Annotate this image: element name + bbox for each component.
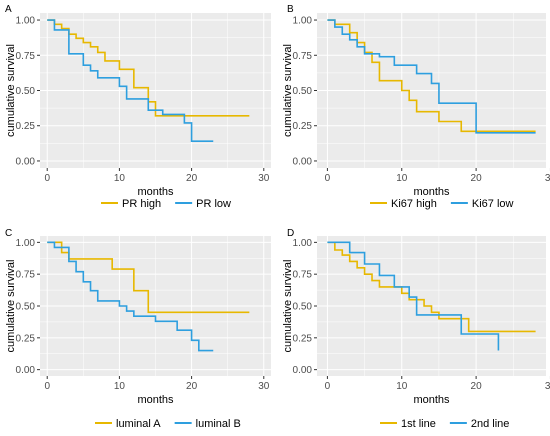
panel-a-y-tick-label: 0.25: [16, 121, 36, 132]
panel-a-series-first-line: [47, 19, 250, 117]
panel-b-legend-label-second: Ki67 low: [472, 198, 514, 210]
panel-c-y-tick-label: 0.50: [16, 302, 36, 313]
panel-a-x-tick-label: 0: [44, 173, 50, 184]
panel-c-y-tick-label: 0.75: [16, 270, 36, 281]
panel-a-y-tick-label: 0.50: [16, 86, 36, 97]
panel-a-series-second-line: [47, 19, 214, 143]
panel-c: C 0 10 20 30 0.00 0.25 0.50 0.75 1.00 months cumula…: [5, 228, 271, 430]
panel-c-x-axis-title: months: [137, 394, 174, 406]
panel-b: B 0 10 20 30 0.00 0.25 0.50 0.75 1.00 months cumula…: [282, 4, 550, 210]
panel-d-y-tick-label: 0.75: [293, 270, 313, 281]
panel-a-letter: A: [5, 4, 12, 15]
panel-c-x-tick-label: 0: [44, 381, 50, 392]
panel-a-x-tick-label: 30: [258, 173, 270, 184]
panel-a-x-axis-title: months: [137, 186, 174, 198]
panel-b-x-tick-label: 20: [471, 173, 483, 184]
panel-d: D 0 10 20 30 0.00 0.25 0.50 0.75 1.00 months cumula…: [282, 228, 550, 430]
panel-c-series-first-line: [47, 241, 250, 314]
panel-d-y-axis-title: cumulative survival: [282, 260, 294, 353]
panel-a: A 0 10 20 30 0.00 0.25 0.50 0.75 1.00 months cumula…: [5, 4, 271, 210]
panel-b-y-tick-label: 0.75: [293, 51, 313, 62]
panel-d-y-tick-label: 0.25: [293, 333, 313, 344]
panel-d-series-second-line: [327, 241, 500, 351]
panel-d-legend-label-first: 1st line: [401, 418, 436, 430]
panel-a-x-tick-label: 10: [114, 173, 126, 184]
panel-b-letter: B: [287, 4, 294, 15]
panel-b-x-axis-title: months: [413, 186, 450, 198]
panel-d-series-first-line: [327, 241, 536, 333]
panel-c-letter: C: [5, 228, 12, 239]
panel-b-y-tick-label: 0.00: [293, 156, 313, 167]
panel-d-letter: D: [287, 228, 294, 239]
panel-d-legend-label-second: 2nd line: [471, 418, 510, 430]
panel-c-legend-label-first: luminal A: [116, 418, 161, 430]
panel-b-x-tick-label: 10: [396, 173, 408, 184]
panel-a-y-tick-label: 0.00: [16, 156, 36, 167]
panel-d-x-tick-label: 10: [396, 381, 408, 392]
panel-b-y-axis-title: cumulative survival: [282, 44, 294, 137]
panel-d-x-axis-title: months: [413, 394, 450, 406]
panel-b-y-tick-label: 1.00: [293, 16, 313, 27]
panel-a-y-tick-label: 0.75: [16, 51, 36, 62]
panel-c-y-tick-label: 1.00: [16, 238, 36, 249]
panel-d-y-tick-label: 0.50: [293, 302, 313, 313]
panel-d-y-tick-label: 1.00: [293, 238, 313, 249]
panel-d-x-tick-label: 0: [325, 381, 331, 392]
panel-c-x-tick-label: 30: [258, 381, 270, 392]
panel-b-series-first-line: [327, 19, 536, 133]
panel-a-legend-label-first: PR high: [122, 198, 161, 210]
panel-a-y-axis-title: cumulative survival: [5, 44, 17, 137]
panel-a-legend-label-second: PR low: [196, 198, 231, 210]
panel-d-x-tick-label: 20: [471, 381, 483, 392]
panel-b-y-tick-label: 0.25: [293, 121, 313, 132]
panel-c-series-second-line: [47, 241, 214, 352]
panel-a-y-tick-label: 1.00: [16, 16, 36, 27]
panel-b-x-tick-label: 0: [325, 173, 331, 184]
panel-b-legend-label-first: Ki67 high: [391, 198, 437, 210]
panel-d-y-tick-label: 0.00: [293, 365, 313, 376]
panel-c-y-axis-title: cumulative survival: [5, 260, 17, 353]
panel-b-series-second-line: [327, 19, 536, 134]
panel-c-y-tick-label: 0.00: [16, 365, 36, 376]
panel-c-y-tick-label: 0.25: [16, 333, 36, 344]
panel-d-x-tick-label: 30: [545, 381, 550, 392]
panel-c-x-tick-label: 20: [186, 381, 198, 392]
panel-c-x-tick-label: 10: [114, 381, 126, 392]
panel-b-x-tick-label: 30: [545, 173, 550, 184]
panel-b-y-tick-label: 0.50: [293, 86, 313, 97]
panel-a-x-tick-label: 20: [186, 173, 198, 184]
panel-c-legend-label-second: luminal B: [196, 418, 241, 430]
